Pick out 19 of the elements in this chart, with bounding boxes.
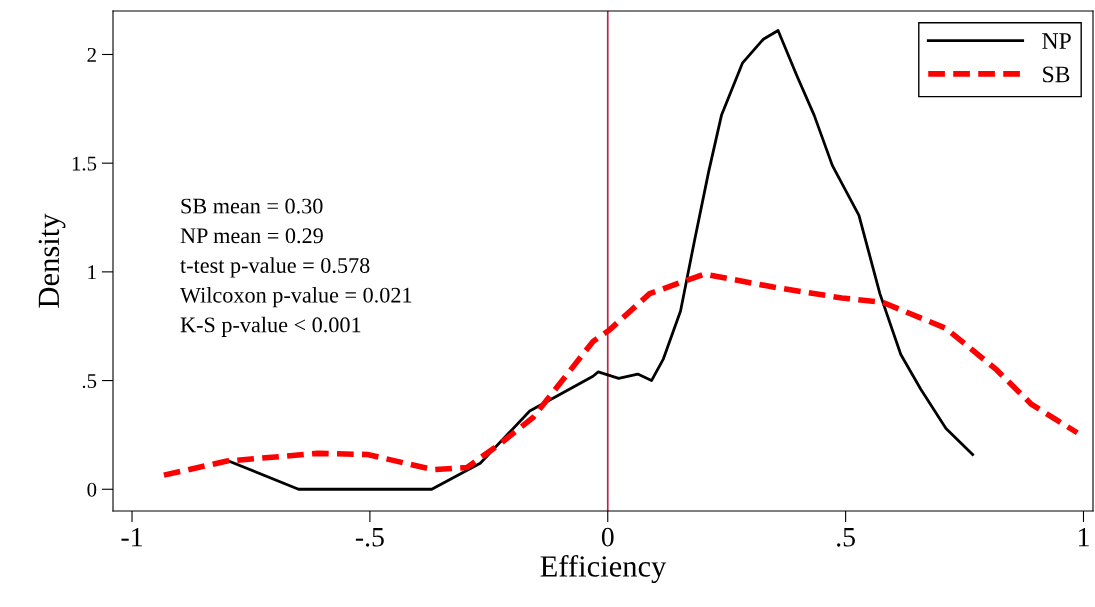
legend-label: SB bbox=[1043, 66, 1070, 83]
annotation: Wilcoxon p-value = 0.021 bbox=[180, 287, 412, 308]
x-tick-label: 0 bbox=[601, 527, 614, 547]
y-tick-label: 2 bbox=[87, 47, 96, 62]
y-tick-label: 1.5 bbox=[72, 156, 97, 171]
y-tick-label: 1 bbox=[88, 265, 96, 280]
x-tick-label: 1 bbox=[1078, 527, 1089, 547]
annotation: SB mean = 0.30 bbox=[181, 198, 323, 214]
x-tick-label: -1 bbox=[121, 527, 142, 547]
y-tick-label: 0 bbox=[87, 482, 97, 497]
x-tick-label: -.5 bbox=[355, 528, 384, 547]
x-axis-title: Efficiency bbox=[540, 554, 667, 584]
y-tick-label: .5 bbox=[82, 374, 97, 389]
x-tick-label: .5 bbox=[837, 528, 855, 547]
annotation: K-S p-value < 0.001 bbox=[180, 316, 361, 337]
legend-label: NP bbox=[1042, 33, 1071, 49]
y-axis-title: Density bbox=[38, 213, 66, 308]
annotation: NP mean = 0.29 bbox=[180, 228, 323, 244]
annotation: t-test p-value = 0.578 bbox=[180, 257, 370, 278]
